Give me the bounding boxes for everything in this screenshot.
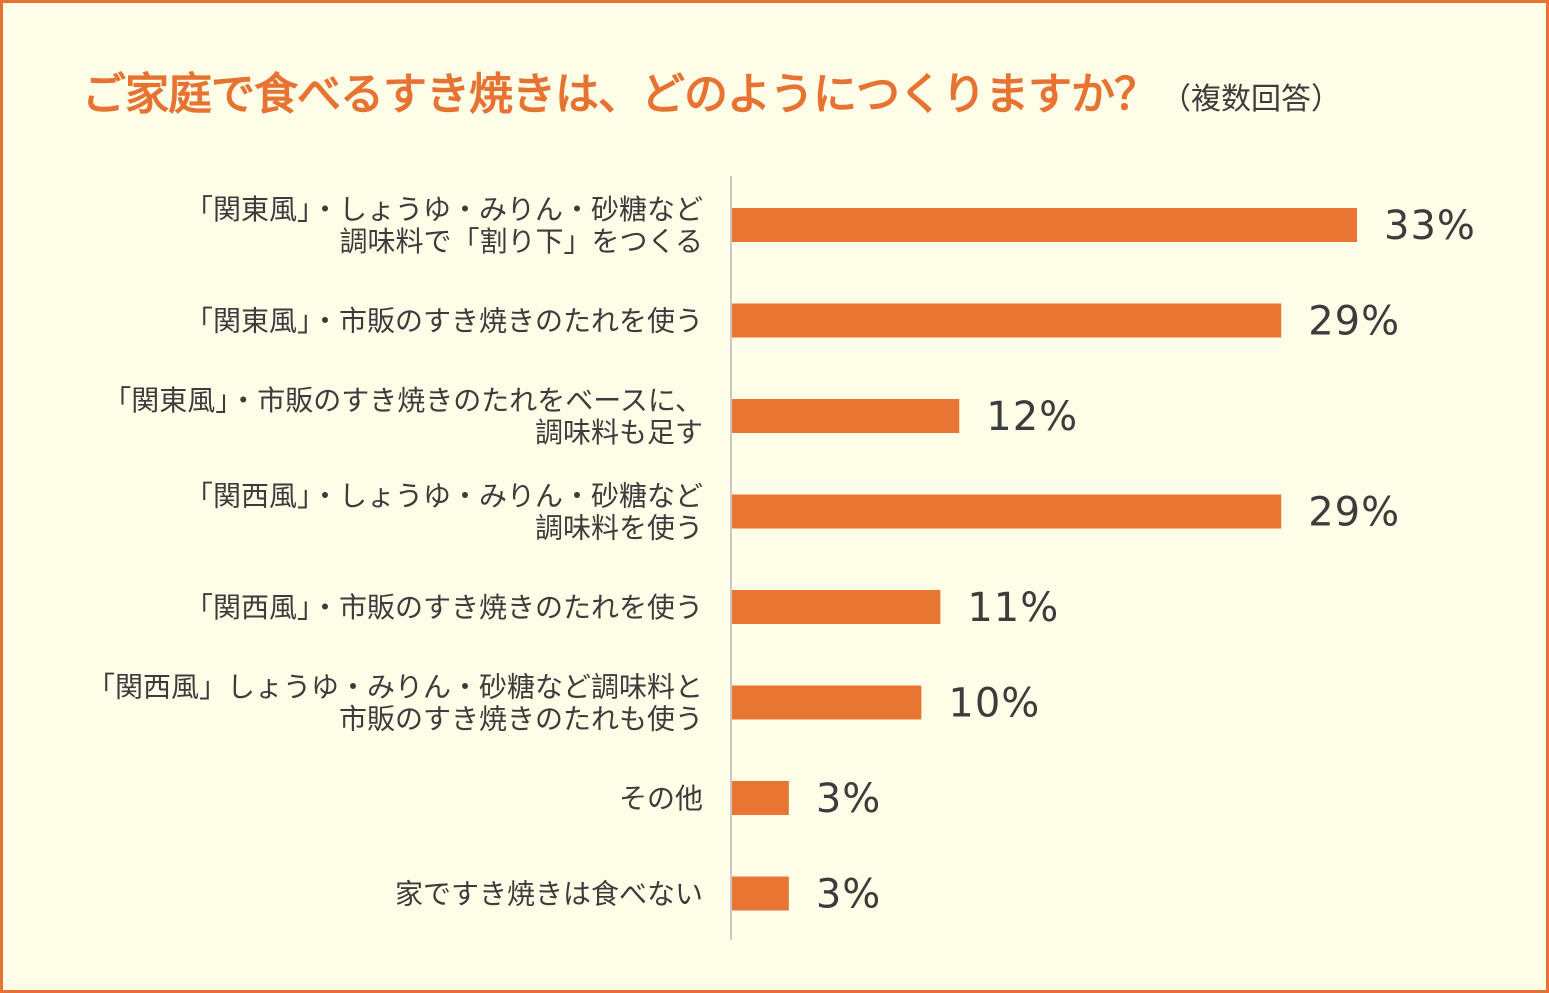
chart-title-block: ご家庭で食べるすき焼きは、どのようにつくりますか？ （複数回答）: [82, 58, 1341, 122]
category-label-3-line-0: 「関西風」・しょうゆ・みりん・砂糖など: [185, 480, 703, 513]
value-label-2: 12%: [986, 394, 1078, 440]
value-label-0: 33%: [1384, 203, 1476, 249]
category-label-2-line-0: 「関東風」・市販のすき焼きのたれをベースに、: [103, 384, 703, 417]
bar-6: [732, 781, 789, 815]
category-label-4-line-0: 「関西風」・市販のすき焼きのたれを使う: [185, 591, 703, 624]
category-label-7-line-0: 家ですき焼きは食べない: [395, 878, 703, 911]
value-label-1: 29%: [1308, 299, 1400, 345]
value-label-6: 3%: [816, 776, 881, 822]
category-label-6-line-0: その他: [619, 782, 703, 815]
category-label-0-line-0: 「関東風」・しょうゆ・みりん・砂糖など: [185, 193, 703, 226]
category-label-3-line-1: 調味料を使う: [535, 512, 703, 545]
value-label-4: 11%: [967, 585, 1059, 631]
bar-0: [732, 208, 1357, 242]
chart-subtitle: （複数回答）: [1161, 82, 1341, 117]
bar-1: [732, 303, 1282, 338]
category-label-5-line-1: 市販のすき焼きのたれも使う: [339, 703, 703, 736]
category-label-2-line-1: 調味料も足す: [535, 416, 703, 449]
category-label-1-line-0: 「関東風」・市販のすき焼きのたれを使う: [185, 305, 703, 338]
value-label-7: 3%: [816, 872, 881, 918]
chart-title: ご家庭で食べるすき焼きは、どのようにつくりますか？: [82, 69, 1158, 120]
bar-3: [732, 494, 1282, 529]
value-label-5: 10%: [948, 681, 1040, 727]
value-label-3: 29%: [1308, 490, 1400, 536]
bar-5: [732, 685, 922, 720]
category-label-5-line-0: 「関西風」しょうゆ・みりん・砂糖など調味料と: [87, 671, 703, 704]
category-label-0-line-1: 調味料で「割り下」をつくる: [340, 225, 703, 258]
bar-4: [732, 590, 941, 624]
bar-7: [732, 876, 789, 911]
bar-2: [732, 399, 960, 433]
